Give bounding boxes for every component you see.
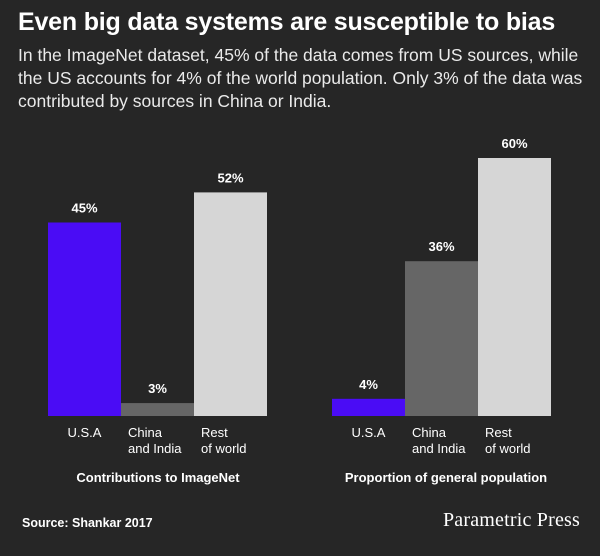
panel-title-population: Proportion of general population	[345, 470, 547, 485]
value-label-population-0: 4%	[359, 377, 378, 392]
bar-imagenet-1	[121, 403, 194, 416]
category-label-population-0-0: U.S.A	[352, 425, 386, 440]
value-label-imagenet-1: 3%	[148, 381, 167, 396]
category-label-population-2-1: of world	[485, 441, 531, 456]
bar-population-1	[405, 261, 478, 416]
bar-imagenet-2	[194, 192, 267, 416]
value-label-population-2: 60%	[501, 136, 527, 151]
brand-logo: Parametric Press	[442, 509, 580, 531]
category-label-population-1-0: China	[412, 425, 447, 440]
bar-population-0	[332, 398, 405, 416]
category-label-imagenet-1-0: China	[128, 425, 163, 440]
category-label-imagenet-1-1: and India	[128, 441, 182, 456]
bar-imagenet-0	[48, 222, 121, 416]
bar-population-2	[478, 158, 551, 416]
panel-title-imagenet: Contributions to ImageNet	[76, 470, 240, 485]
source-note: Source: Shankar 2017	[22, 516, 153, 530]
chart-title: Even big data systems are susceptible to…	[18, 8, 556, 36]
category-label-imagenet-2-0: Rest	[201, 425, 228, 440]
category-label-population-1-1: and India	[412, 441, 466, 456]
category-label-imagenet-0-0: U.S.A	[68, 425, 102, 440]
category-label-imagenet-2-1: of world	[201, 441, 247, 456]
category-label-population-2-0: Rest	[485, 425, 512, 440]
value-label-imagenet-0: 45%	[71, 201, 97, 216]
value-label-imagenet-2: 52%	[217, 170, 243, 185]
value-label-population-1: 36%	[428, 239, 454, 254]
chart-subtitle: In the ImageNet dataset, 45% of the data…	[18, 45, 583, 111]
